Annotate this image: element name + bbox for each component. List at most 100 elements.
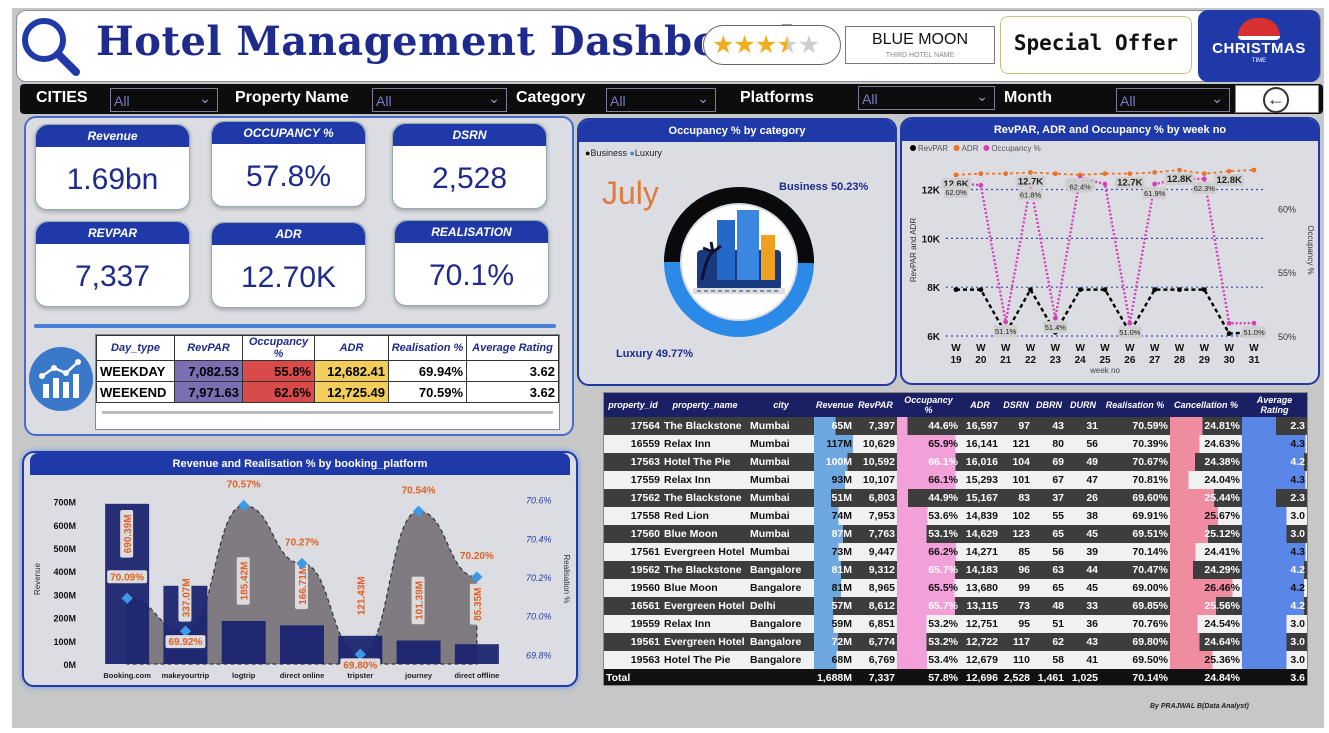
column-header[interactable]: property_id	[604, 393, 662, 417]
table-row[interactable]: 17559 Relax Inn Mumbai 93M 10,107 66.1% 15,293…	[604, 471, 1307, 489]
data-point[interactable]	[1052, 171, 1058, 177]
column-header[interactable]: Occupancy %	[242, 335, 315, 361]
data-point[interactable]	[1226, 331, 1232, 336]
data-point[interactable]	[953, 287, 959, 293]
data-point[interactable]	[1028, 287, 1033, 293]
column-header[interactable]: Average Rating	[1242, 393, 1307, 417]
column-header[interactable]: property_name	[662, 393, 748, 417]
column-header[interactable]: city	[748, 393, 814, 417]
data-point[interactable]	[1226, 320, 1232, 326]
data-point[interactable]	[1152, 181, 1158, 187]
data-point[interactable]	[1251, 320, 1257, 326]
bar[interactable]	[396, 640, 441, 664]
data-point[interactable]	[1201, 287, 1207, 293]
data-point[interactable]	[1127, 320, 1133, 326]
table-row[interactable]: 17564 The Blackstone Mumbai 65M 7,397 44.6% 16…	[604, 417, 1307, 435]
filter-category-dropdown[interactable]: All ⌄	[606, 88, 716, 112]
table-row[interactable]: 17563 Hotel The Pie Mumbai 100M 10,592 66.1% 1…	[604, 453, 1307, 471]
table-row[interactable]: 17562 The Blackstone Mumbai 51M 6,803 44.9% 15…	[604, 489, 1307, 507]
table-cell: 67	[1032, 471, 1066, 489]
data-point[interactable]	[1052, 315, 1058, 321]
column-header[interactable]: ADR	[314, 335, 389, 361]
table-cell: Bangalore	[748, 651, 814, 669]
data-point[interactable]	[1102, 287, 1108, 293]
chevron-down-icon: ⌄	[199, 90, 211, 106]
search-icon[interactable]	[18, 14, 82, 78]
column-header[interactable]: Realisation %	[1100, 393, 1170, 417]
data-point[interactable]	[1251, 167, 1257, 173]
table-row[interactable]: 16561 Evergreen Hotel Delhi 57M 8,612 65.7% 13…	[604, 597, 1307, 615]
data-point[interactable]	[1127, 171, 1133, 177]
scrollbar[interactable]	[102, 411, 553, 414]
column-header[interactable]: Occupancy %	[897, 393, 960, 417]
table-row[interactable]: 17561 Evergreen Hotel Mumbai 73M 9,447 66.2% 1…	[604, 543, 1307, 561]
table-row[interactable]: 17558 Red Lion Mumbai 74M 7,953 53.6% 14,839 10…	[604, 507, 1307, 525]
data-point[interactable]	[1102, 181, 1108, 187]
column-header[interactable]: Average Rating	[466, 335, 559, 361]
data-point[interactable]	[1152, 287, 1158, 293]
table-row[interactable]: 17560 Blue Moon Mumbai 87M 7,763 53.1% 14,629 1…	[604, 525, 1307, 543]
data-point[interactable]	[978, 171, 984, 177]
column-header[interactable]: DBRN	[1032, 393, 1066, 417]
data-point[interactable]	[1226, 168, 1232, 174]
christmas-logo: CHRISTMAS TIME	[1198, 10, 1320, 82]
table-row[interactable]: WEEKEND 7,971.63 62.6% 12,725.49 70.59% …	[96, 381, 559, 403]
data-point[interactable]	[978, 182, 984, 188]
data-point[interactable]	[953, 172, 959, 178]
hotel-name-card[interactable]: BLUE MOON THIRD HOTEL NAME	[845, 26, 995, 64]
bar[interactable]	[280, 625, 324, 664]
special-offer-button[interactable]: Special Offer	[1000, 16, 1192, 74]
x-tick-label: W	[1150, 343, 1160, 354]
table-row[interactable]: 16559 Relax Inn Mumbai 117M 10,629 65.9% 16,14…	[604, 435, 1307, 453]
donut-slice-business[interactable]	[664, 187, 814, 264]
data-point[interactable]	[1028, 170, 1033, 175]
table-cell: 55	[1032, 507, 1066, 525]
column-header[interactable]: RevPAR	[174, 335, 243, 361]
column-header[interactable]: DSRN	[1000, 393, 1032, 417]
y-tick-label: 300M	[53, 590, 76, 600]
bar[interactable]	[221, 620, 266, 664]
bar[interactable]	[454, 644, 499, 664]
month-label: July	[602, 175, 659, 211]
data-point[interactable]	[1177, 167, 1182, 173]
table-row[interactable]: 19559 Relax Inn Bangalore 59M 6,851 53.2% 12,7…	[604, 615, 1307, 633]
realisation-marker[interactable]	[179, 625, 192, 637]
table-cell: 14,271	[960, 543, 1000, 561]
column-header[interactable]: RevPAR	[854, 393, 897, 417]
column-header[interactable]: Cancellation %	[1170, 393, 1242, 417]
realisation-label-bg	[398, 483, 439, 497]
x-tick-label: W	[976, 343, 986, 354]
data-point[interactable]	[978, 287, 984, 293]
filter-month-dropdown[interactable]: All ⌄	[1116, 88, 1230, 112]
data-point[interactable]	[1177, 287, 1182, 293]
column-header[interactable]: Day_type	[96, 335, 175, 361]
filter-property-dropdown[interactable]: All ⌄	[372, 88, 507, 112]
table-row[interactable]: WEEKDAY 7,082.53 55.8% 12,682.41 69.94% …	[96, 360, 559, 382]
data-point[interactable]	[1152, 170, 1158, 175]
filter-label-cities: CITIES	[36, 89, 88, 106]
data-point[interactable]	[1077, 287, 1083, 293]
filter-cities-dropdown[interactable]: All ⌄	[110, 88, 218, 112]
data-point[interactable]	[1003, 319, 1009, 325]
filter-platforms-dropdown[interactable]: All ⌄	[858, 86, 995, 110]
column-header[interactable]: Revenue	[814, 393, 854, 417]
back-button[interactable]: ←	[1235, 85, 1319, 113]
table-total-cell	[748, 669, 814, 685]
data-point[interactable]	[1102, 171, 1108, 177]
data-point[interactable]	[1201, 171, 1207, 177]
table-row[interactable]: 19560 Blue Moon Bangalore 81M 8,965 65.5% 13,6…	[604, 579, 1307, 597]
table-row[interactable]: 19561 Evergreen Hotel Bangalore 72M 6,774 53.…	[604, 633, 1307, 651]
column-header[interactable]: ADR	[960, 393, 1000, 417]
column-header[interactable]: Realisation %	[388, 335, 467, 361]
table-cell: 38	[1066, 507, 1100, 525]
data-point[interactable]	[1201, 176, 1207, 182]
table-cell: 66.2%	[897, 543, 960, 561]
realisation-label-bg	[340, 658, 381, 672]
data-point[interactable]	[1003, 171, 1009, 177]
table-row[interactable]: 19562 The Blackstone Bangalore 81M 9,312 65.7…	[604, 561, 1307, 579]
table-cell: Mumbai	[748, 507, 814, 525]
table-row[interactable]: 19563 Hotel The Pie Bangalore 68M 6,769 53.4%…	[604, 651, 1307, 669]
table-cell: 45	[1066, 579, 1100, 597]
table-cell: 19560	[604, 579, 662, 597]
column-header[interactable]: DURN	[1066, 393, 1100, 417]
